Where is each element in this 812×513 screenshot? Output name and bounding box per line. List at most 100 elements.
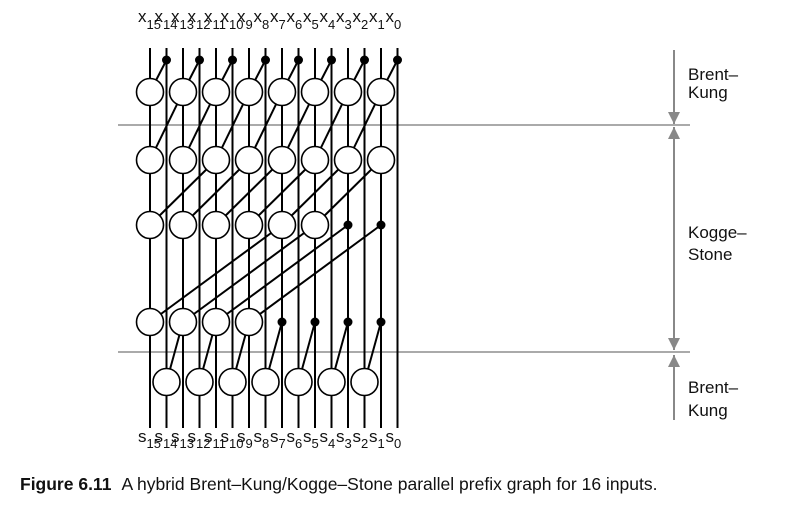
prefix-edge	[281, 159, 349, 226]
section-label-line1: Brent–	[688, 65, 739, 84]
fork-dot	[261, 55, 270, 65]
output-label: s11	[204, 427, 226, 451]
prefix-node	[201, 307, 231, 337]
prefix-edge	[314, 159, 382, 226]
output-label: s14	[155, 427, 178, 451]
prefix-node	[234, 145, 264, 175]
prefix-node	[201, 145, 231, 175]
input-label: x8	[254, 7, 270, 32]
fork-dot	[343, 317, 353, 327]
input-label: x10	[221, 7, 244, 32]
prefix-edge	[215, 159, 283, 226]
figure-number: Figure 6.11	[20, 474, 112, 494]
section-label-line1: Brent–	[688, 378, 739, 397]
input-label: x0	[386, 7, 402, 32]
input-label: x11	[204, 7, 226, 32]
prefix-edge	[248, 159, 316, 226]
input-label: x1	[369, 7, 385, 32]
prefix-edge	[182, 224, 316, 323]
input-label: x2	[353, 7, 369, 32]
prefix-node	[152, 367, 181, 397]
fork-dot	[294, 55, 303, 65]
prefix-node	[135, 77, 165, 107]
output-label: s8	[254, 427, 270, 451]
output-label: s5	[303, 427, 319, 451]
prefix-node	[300, 77, 330, 107]
section-label-line1: Kogge–	[688, 223, 747, 242]
prefix-node	[300, 210, 330, 240]
output-label: s12	[188, 427, 211, 451]
prefix-node	[135, 307, 165, 337]
fork-dot	[393, 55, 402, 65]
prefix-node	[366, 145, 396, 175]
prefix-node	[218, 367, 247, 397]
output-label: s15	[138, 427, 161, 451]
fork-dot	[195, 55, 204, 65]
prefix-node	[185, 367, 214, 397]
fork-dot	[310, 317, 320, 327]
prefix-node	[267, 145, 297, 175]
input-label: x7	[270, 7, 286, 32]
input-label: x6	[287, 7, 303, 32]
fork-dot	[376, 220, 386, 230]
output-label: s4	[320, 427, 336, 451]
output-label: s10	[221, 427, 244, 451]
prefix-node	[234, 307, 264, 337]
fork-dot	[376, 317, 386, 327]
prefix-node	[234, 210, 264, 240]
nodes	[135, 55, 402, 397]
arrow-head	[668, 112, 680, 124]
input-label: x14	[155, 7, 178, 32]
fork-dot	[327, 55, 336, 65]
arrow-head	[668, 127, 680, 139]
prefix-node	[366, 77, 396, 107]
output-label: s3	[336, 427, 352, 451]
output-label: s0	[386, 427, 402, 451]
output-label: s6	[287, 427, 303, 451]
prefix-node	[168, 145, 198, 175]
section-label-line2: Stone	[688, 245, 732, 264]
prefix-node	[168, 210, 198, 240]
section-label-line2: Kung	[688, 83, 728, 102]
input-label: x5	[303, 7, 319, 32]
section-label-line2: Kung	[688, 401, 728, 420]
input-label: x9	[237, 7, 253, 32]
labels: x15 s15 x14 s14 x13 s13 x12 s12 x11 s11 x10 s10 x9 s9…	[138, 7, 401, 451]
prefix-edge	[149, 224, 283, 323]
prefix-node	[350, 367, 379, 397]
prefix-node	[234, 77, 264, 107]
fork-dot	[228, 55, 237, 65]
prefix-node	[201, 77, 231, 107]
prefix-node	[135, 210, 165, 240]
figure-caption: Figure 6.11 A hybrid Brent–Kung/Kogge–Sto…	[20, 474, 658, 495]
caption-text: A hybrid Brent–Kung/Kogge–Stone parallel…	[121, 474, 658, 494]
prefix-node	[317, 367, 346, 397]
fork-dot	[162, 55, 171, 65]
output-label: s13	[171, 427, 194, 451]
prefix-node	[300, 145, 330, 175]
prefix-node	[135, 145, 165, 175]
output-label: s7	[270, 427, 286, 451]
arrow-head	[668, 338, 680, 350]
prefix-edge	[248, 224, 382, 323]
prefix-node	[333, 77, 363, 107]
prefix-node	[168, 77, 198, 107]
input-label: x4	[320, 7, 336, 32]
fork-dot	[277, 317, 287, 327]
prefix-node	[201, 210, 231, 240]
prefix-edge	[182, 159, 250, 226]
input-label: x13	[171, 7, 194, 32]
stage-separators	[118, 124, 690, 353]
prefix-edge	[215, 224, 349, 323]
input-label: x3	[336, 7, 352, 32]
output-label: s1	[369, 427, 385, 451]
prefix-node	[168, 307, 198, 337]
arrow-head	[668, 355, 680, 367]
prefix-node	[267, 77, 297, 107]
prefix-node	[251, 367, 280, 397]
fork-dot	[343, 220, 353, 230]
output-label: s2	[353, 427, 369, 451]
fork-dot	[360, 55, 369, 65]
